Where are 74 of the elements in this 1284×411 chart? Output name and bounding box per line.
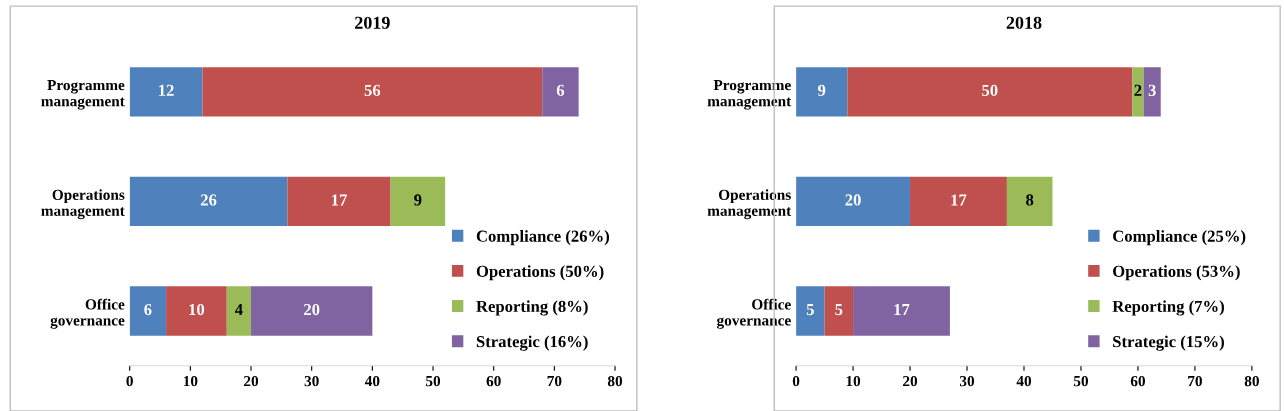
- data-label: 3: [1148, 84, 1156, 96]
- data-label: 6: [144, 303, 152, 316]
- legend-label: Strategic (15%): [1113, 335, 1224, 351]
- bar: [166, 286, 227, 336]
- data-label: 10: [189, 303, 205, 316]
- y-tick-label: Programme management: [41, 80, 125, 110]
- legend-label: Operations (53%): [1113, 265, 1240, 281]
- bar: [129, 67, 203, 117]
- bar: [226, 286, 252, 336]
- data-label: 9: [414, 194, 422, 206]
- legend-label: Reporting (8%): [476, 300, 588, 316]
- legend-label: Compliance (26%): [476, 230, 610, 246]
- y-tick-label: Operations management: [707, 189, 792, 220]
- x-tick-label: 10: [846, 375, 861, 387]
- data-label: 5: [806, 304, 814, 316]
- bar: [1132, 67, 1144, 117]
- data-label: 20: [845, 194, 861, 206]
- legend-label: Strategic (16%): [476, 335, 588, 351]
- x-tick-label: 50: [426, 375, 441, 387]
- bar: [287, 176, 391, 227]
- x-tick-label: 40: [364, 375, 380, 387]
- legend-label: Reporting (7%): [1112, 300, 1224, 316]
- data-label: 17: [951, 194, 967, 206]
- bar: [853, 286, 950, 336]
- legend-label: Operations (50%): [476, 265, 604, 281]
- chart-title: 2019: [355, 16, 390, 29]
- legend-label: Compliance (25%): [1113, 230, 1246, 246]
- data-label: 8: [1026, 194, 1034, 206]
- x-tick-label: 70: [547, 375, 562, 387]
- x-tick-label: 20: [903, 375, 918, 387]
- x-tick-label: 80: [607, 375, 623, 387]
- data-label: 6: [556, 84, 565, 96]
- x-tick-label: 10: [183, 375, 198, 387]
- bar: [824, 286, 854, 336]
- bar: [129, 176, 288, 227]
- data-label: 2: [1134, 84, 1142, 96]
- data-label: 17: [331, 194, 347, 206]
- data-label: 17: [894, 304, 910, 315]
- data-label: 26: [200, 194, 217, 206]
- bar: [390, 176, 446, 227]
- bar: [796, 176, 911, 227]
- x-tick-label: 0: [126, 375, 133, 387]
- bar: [129, 286, 167, 336]
- bar: [796, 286, 825, 336]
- bar: [251, 286, 373, 336]
- x-tick-label: 80: [1244, 375, 1259, 387]
- data-label: 9: [818, 84, 826, 96]
- data-label: 56: [364, 84, 381, 96]
- y-tick-label: Programme management: [707, 80, 792, 110]
- bar: [847, 67, 1133, 117]
- x-tick-label: 40: [1016, 375, 1032, 387]
- bar: [1006, 176, 1053, 227]
- x-tick-label: 60: [1130, 375, 1145, 387]
- x-tick-label: 0: [792, 375, 800, 387]
- bar: [542, 67, 579, 117]
- x-tick-label: 30: [304, 375, 319, 387]
- bar: [1143, 67, 1161, 117]
- x-tick-label: 30: [959, 375, 975, 387]
- bar: [202, 67, 543, 117]
- bar: [910, 176, 1007, 227]
- chart-title: 2018: [1006, 16, 1042, 29]
- y-tick-label: Office governance: [50, 298, 125, 329]
- data-label: 12: [159, 84, 174, 96]
- data-label: 5: [835, 304, 843, 316]
- x-tick-label: 20: [244, 375, 259, 387]
- x-tick-label: 60: [486, 375, 501, 387]
- data-label: 4: [234, 304, 243, 315]
- x-tick-label: 50: [1073, 375, 1089, 387]
- data-label: 20: [304, 303, 320, 316]
- x-tick-label: 70: [1188, 375, 1202, 387]
- y-tick-label: Operations management: [41, 189, 125, 220]
- bar: [796, 67, 848, 117]
- y-tick-label: Office governance: [716, 298, 791, 329]
- data-label: 50: [982, 84, 998, 96]
